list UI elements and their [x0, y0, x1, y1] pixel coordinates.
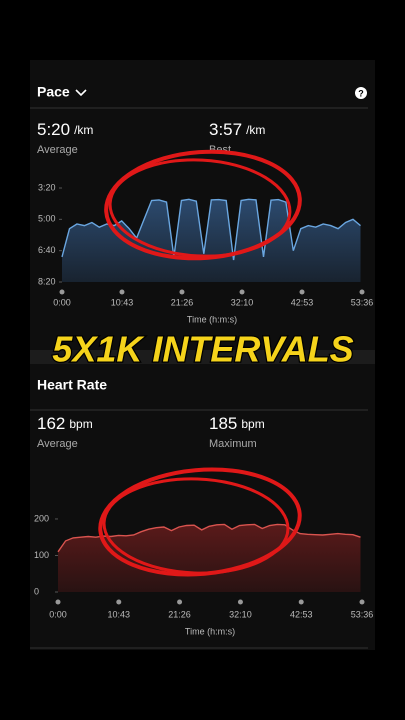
stat-unit: /km — [74, 123, 93, 137]
x-tick-dot — [116, 599, 122, 605]
x-tick-label: 21:26 — [171, 297, 194, 307]
x-tick-label: 21:26 — [168, 609, 191, 619]
highlight-scribble — [104, 149, 302, 261]
stat: 162 bpm — [37, 414, 93, 433]
y-tick-label: 200 — [34, 513, 49, 523]
x-tick-label: 53:36 — [351, 609, 374, 619]
highlight-scribble — [102, 477, 290, 575]
x-tick-dot — [299, 289, 305, 295]
x-axis-label: Time (h:m:s) — [185, 626, 235, 636]
x-tick-label: 0:00 — [53, 297, 71, 307]
x-tick-dot — [359, 599, 365, 605]
section-title: Pace — [37, 84, 70, 100]
x-tick-dot — [55, 599, 61, 605]
x-axis-label: Time (h:m:s) — [187, 314, 237, 324]
overlay-band — [30, 350, 375, 364]
y-tick-label: 100 — [34, 550, 49, 560]
stat-unit: bpm — [69, 417, 92, 431]
area-fill — [62, 199, 361, 282]
overlay-caption: 5X1K INTERVALS — [52, 329, 353, 370]
stat-label: Average — [37, 144, 78, 156]
y-tick-label: 8:20 — [38, 276, 56, 286]
x-tick-label: 53:36 — [351, 297, 374, 307]
x-tick-dot — [359, 289, 365, 295]
stat-label: Maximum — [209, 438, 257, 450]
stat-value: 3:57 — [209, 120, 242, 139]
y-tick-label: 3:20 — [38, 182, 56, 192]
x-tick-dot — [239, 289, 245, 295]
x-tick-dot — [119, 289, 125, 295]
x-tick-label: 10:43 — [111, 297, 134, 307]
stat-unit: /km — [246, 123, 265, 137]
highlight-scribble — [108, 158, 292, 258]
x-tick-dot — [179, 289, 185, 295]
x-tick-dot — [59, 289, 65, 295]
help-icon[interactable] — [355, 87, 367, 99]
y-tick-label: 6:40 — [38, 245, 56, 255]
stat: 3:57/km — [209, 120, 265, 139]
x-tick-label: 0:00 — [49, 609, 67, 619]
y-tick-label: 5:00 — [38, 214, 56, 224]
stat-value: 162 — [37, 414, 65, 433]
x-tick-label: 32:10 — [231, 297, 254, 307]
x-tick-dot — [298, 599, 304, 605]
y-tick-label: 0 — [34, 586, 39, 596]
x-tick-label: 42:53 — [290, 609, 313, 619]
help-icon-glyph: ? — [358, 88, 364, 98]
stat-value: 5:20 — [37, 120, 70, 139]
x-tick-dot — [237, 599, 243, 605]
section-title: Heart Rate — [37, 377, 107, 393]
stat: 185 bpm — [209, 414, 265, 433]
dropdown-chevron[interactable] — [75, 89, 87, 97]
stat-value: 185 — [209, 414, 237, 433]
stat-unit: bpm — [241, 417, 264, 431]
x-tick-label: 42:53 — [291, 297, 314, 307]
x-tick-label: 10:43 — [108, 609, 131, 619]
stat: 5:20/km — [37, 120, 93, 139]
x-tick-label: 32:10 — [229, 609, 252, 619]
stat-label: Average — [37, 438, 78, 450]
x-tick-dot — [177, 599, 183, 605]
